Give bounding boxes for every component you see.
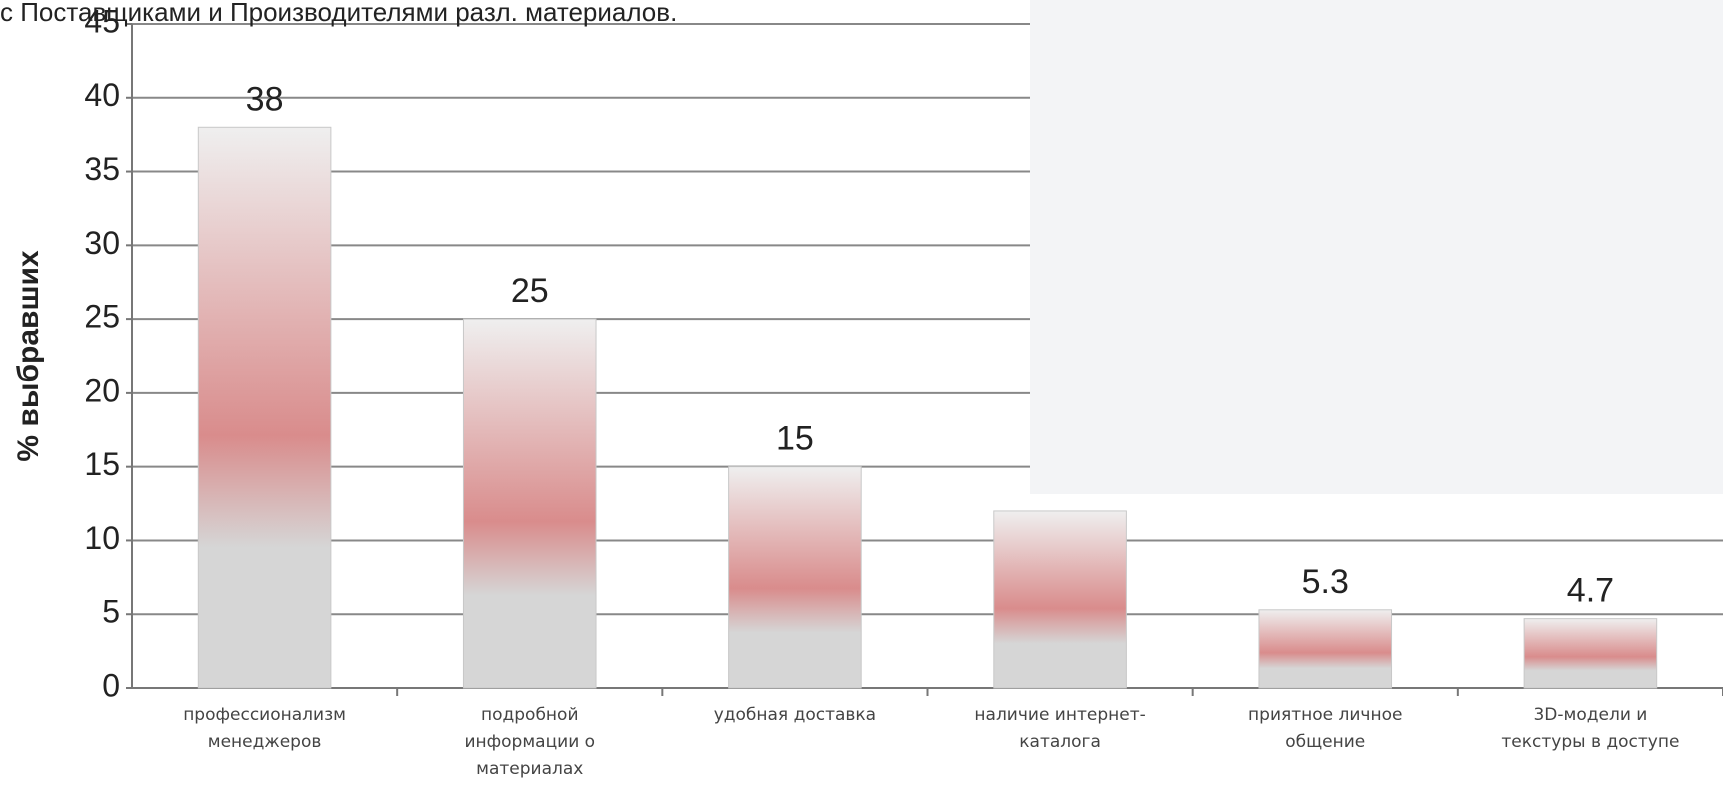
x-tick-label: профессионализм менеджеров — [183, 705, 346, 752]
y-tick-label: 25 — [84, 299, 120, 335]
y-tick-label: 30 — [84, 225, 120, 261]
value-label: 4.7 — [1567, 572, 1614, 610]
bar — [993, 510, 1127, 689]
chart-title: с Поставщиками и Производителями разл. м… — [0, 0, 677, 27]
y-tick-label: 20 — [84, 372, 120, 408]
bar — [462, 318, 597, 689]
photo — [1030, 0, 1723, 494]
y-tick-label: 35 — [84, 151, 120, 187]
x-tick-label: приятное личное общение — [1248, 705, 1403, 752]
bar — [1258, 609, 1393, 689]
bar — [197, 126, 332, 689]
value-label: 5.3 — [1302, 563, 1349, 601]
y-tick-label: 40 — [84, 77, 120, 113]
y-axis-label: % выбравших — [12, 250, 45, 462]
y-tick-label: 10 — [84, 520, 120, 556]
x-tick-label: 3D-модели и текстуры в доступе — [1501, 705, 1680, 752]
y-tick-label: 45 — [84, 3, 120, 39]
y-tick-label: 15 — [84, 446, 120, 482]
value-label: 38 — [246, 80, 284, 118]
x-tick-label: наличие интернет-каталога — [974, 705, 1146, 752]
value-label: 25 — [511, 272, 549, 310]
value-label: 15 — [776, 420, 814, 458]
x-tick-label: удобная доставка — [713, 705, 877, 725]
y-tick-label: 0 — [102, 667, 120, 703]
y-tick-label: 5 — [102, 594, 120, 630]
x-tick-label: подробной информации о материалах — [464, 705, 596, 779]
bar — [728, 466, 862, 689]
bar — [1523, 618, 1658, 689]
